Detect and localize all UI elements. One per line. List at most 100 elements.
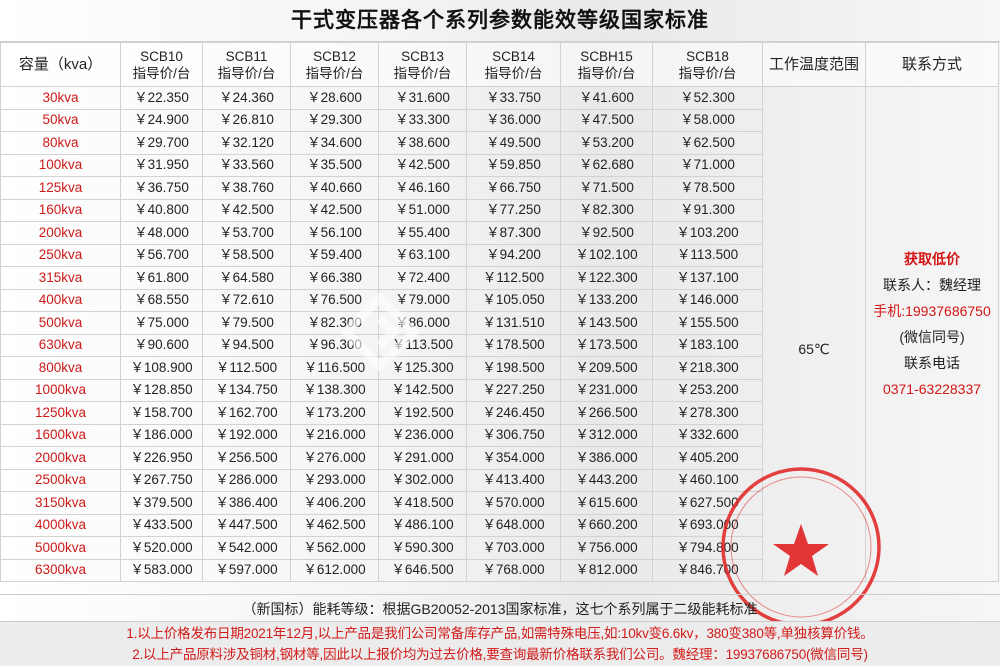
price-cell: ￥386.400 <box>202 491 291 515</box>
price-cell: ￥63.100 <box>378 243 467 267</box>
series-name: SCB13 <box>401 48 444 64</box>
price-cell: ￥142.500 <box>378 378 467 402</box>
price-cell: ￥542.000 <box>202 536 291 560</box>
header-series-scb18: SCB18 指导价/台 <box>652 42 763 87</box>
price-cell: ￥192.000 <box>202 423 291 447</box>
price-cell: ￥40.800 <box>120 198 203 222</box>
series-name: SCB11 <box>225 48 268 64</box>
price-cell: ￥178.500 <box>466 333 561 357</box>
price-cell: ￥59.400 <box>290 243 379 267</box>
price-cell: ￥79.000 <box>378 288 467 312</box>
price-cell: ￥41.600 <box>560 86 653 110</box>
price-cell: ￥82.300 <box>560 198 653 222</box>
get-price-cta: 获取低价 <box>904 251 960 267</box>
price-cell: ￥53.700 <box>202 221 291 245</box>
price-cell: ￥36.750 <box>120 176 203 200</box>
price-cell: ￥460.100 <box>652 468 763 492</box>
price-cell: ￥112.500 <box>466 266 561 290</box>
price-cell: ￥38.760 <box>202 176 291 200</box>
price-cell: ￥71.500 <box>560 176 653 200</box>
price-cell: ￥703.000 <box>466 536 561 560</box>
price-cell: ￥158.700 <box>120 401 203 425</box>
price-cell: ￥134.750 <box>202 378 291 402</box>
price-cell: ￥56.100 <box>290 221 379 245</box>
table-row: 1250kva ￥158.700 ￥162.700 ￥173.200 ￥192.500 ￥… <box>0 401 999 425</box>
header-series-scbh15: SCBH15 指导价/台 <box>560 42 653 87</box>
price-cell: ￥253.200 <box>652 378 763 402</box>
price-cell: ￥128.850 <box>120 378 203 402</box>
price-cell: ￥75.000 <box>120 311 203 335</box>
price-cell: ￥34.600 <box>290 131 379 155</box>
series-name: SCB12 <box>313 48 356 64</box>
price-cell: ￥31.950 <box>120 153 203 177</box>
remarks: 1.以上价格发布日期2021年12月,以上产品是我们公司常备库存产品,如需特殊电… <box>0 622 1000 666</box>
table-row: 30kva ￥22.350 ￥24.360 ￥28.600 ￥31.600 ￥33.750… <box>0 86 999 582</box>
price-cell: ￥648.000 <box>466 513 561 537</box>
capacity-cell: 315kva <box>0 266 121 290</box>
price-cell: ￥143.500 <box>560 311 653 335</box>
price-cell: ￥36.000 <box>466 108 561 132</box>
table-row: 100kva ￥31.950 ￥33.560 ￥35.500 ￥42.500 ￥59.85… <box>0 153 999 177</box>
table-row: 160kva ￥40.800 ￥42.500 ￥42.500 ￥51.000 ￥77.25… <box>0 198 999 222</box>
price-cell: ￥216.000 <box>290 423 379 447</box>
series-sub: 指导价/台 <box>132 65 191 81</box>
price-cell: ￥597.000 <box>202 558 291 582</box>
capacity-cell: 160kva <box>0 198 121 222</box>
series-name: SCBH15 <box>580 48 633 64</box>
price-cell: ￥82.300 <box>290 311 379 335</box>
capacity-cell: 100kva <box>0 153 121 177</box>
price-cell: ￥32.120 <box>202 131 291 155</box>
price-cell: ￥379.500 <box>120 491 203 515</box>
capacity-cell: 80kva <box>0 131 121 155</box>
series-sub: 指导价/台 <box>217 65 276 81</box>
price-cell: ￥77.250 <box>466 198 561 222</box>
price-cell: ￥646.500 <box>378 558 467 582</box>
price-cell: ￥312.000 <box>560 423 653 447</box>
price-cell: ￥90.600 <box>120 333 203 357</box>
price-cell: ￥47.500 <box>560 108 653 132</box>
price-cell: ￥627.500 <box>652 491 763 515</box>
price-cell: ￥433.500 <box>120 513 203 537</box>
price-cell: ￥447.500 <box>202 513 291 537</box>
table-row: 200kva ￥48.000 ￥53.700 ￥56.100 ￥55.400 ￥87.30… <box>0 221 999 245</box>
price-cell: ￥103.200 <box>652 221 763 245</box>
price-cell: ￥78.500 <box>652 176 763 200</box>
header-series-scb11: SCB11 指导价/台 <box>202 42 291 87</box>
table-row: 125kva ￥36.750 ￥38.760 ￥40.660 ￥46.160 ￥66.75… <box>0 176 999 200</box>
capacity-cell: 2000kva <box>0 446 121 470</box>
contact-cell: 获取低价 联系人：魏经理 手机:19937686750 (微信同号) 联系电话 … <box>865 86 999 582</box>
capacity-cell: 800kva <box>0 356 121 380</box>
price-cell: ￥72.400 <box>378 266 467 290</box>
price-cell: ￥59.850 <box>466 153 561 177</box>
price-cell: ￥286.000 <box>202 468 291 492</box>
price-cell: ￥102.100 <box>560 243 653 267</box>
price-cell: ￥49.500 <box>466 131 561 155</box>
header-temp: 工作温度范围 <box>762 42 866 87</box>
series-sub: 指导价/台 <box>393 65 452 81</box>
series-sub: 指导价/台 <box>678 65 737 81</box>
capacity-cell: 6300kva <box>0 558 121 582</box>
price-cell: ￥443.200 <box>560 468 653 492</box>
price-cell: ￥812.000 <box>560 558 653 582</box>
price-cell: ￥354.000 <box>466 446 561 470</box>
price-cell: ￥131.510 <box>466 311 561 335</box>
contact-person: 联系人：魏经理 <box>883 277 981 293</box>
header-contact: 联系方式 <box>865 42 999 87</box>
price-cell: ￥256.500 <box>202 446 291 470</box>
price-cell: ￥218.300 <box>652 356 763 380</box>
price-cell: ￥29.300 <box>290 108 379 132</box>
header-capacity: 容量（kva） <box>0 42 121 87</box>
capacity-cell: 200kva <box>0 221 121 245</box>
price-cell: ￥79.500 <box>202 311 291 335</box>
price-cell: ￥91.300 <box>652 198 763 222</box>
capacity-cell: 1250kva <box>0 401 121 425</box>
price-cell: ￥198.500 <box>466 356 561 380</box>
table-row: 1000kva ￥128.850 ￥134.750 ￥138.300 ￥142.500 ￥… <box>0 378 999 402</box>
price-cell: ￥462.500 <box>290 513 379 537</box>
price-cell: ￥61.800 <box>120 266 203 290</box>
price-cell: ￥28.600 <box>290 86 379 110</box>
capacity-cell: 2500kva <box>0 468 121 492</box>
capacity-cell: 400kva <box>0 288 121 312</box>
capacity-cell: 5000kva <box>0 536 121 560</box>
series-sub: 指导价/台 <box>305 65 364 81</box>
